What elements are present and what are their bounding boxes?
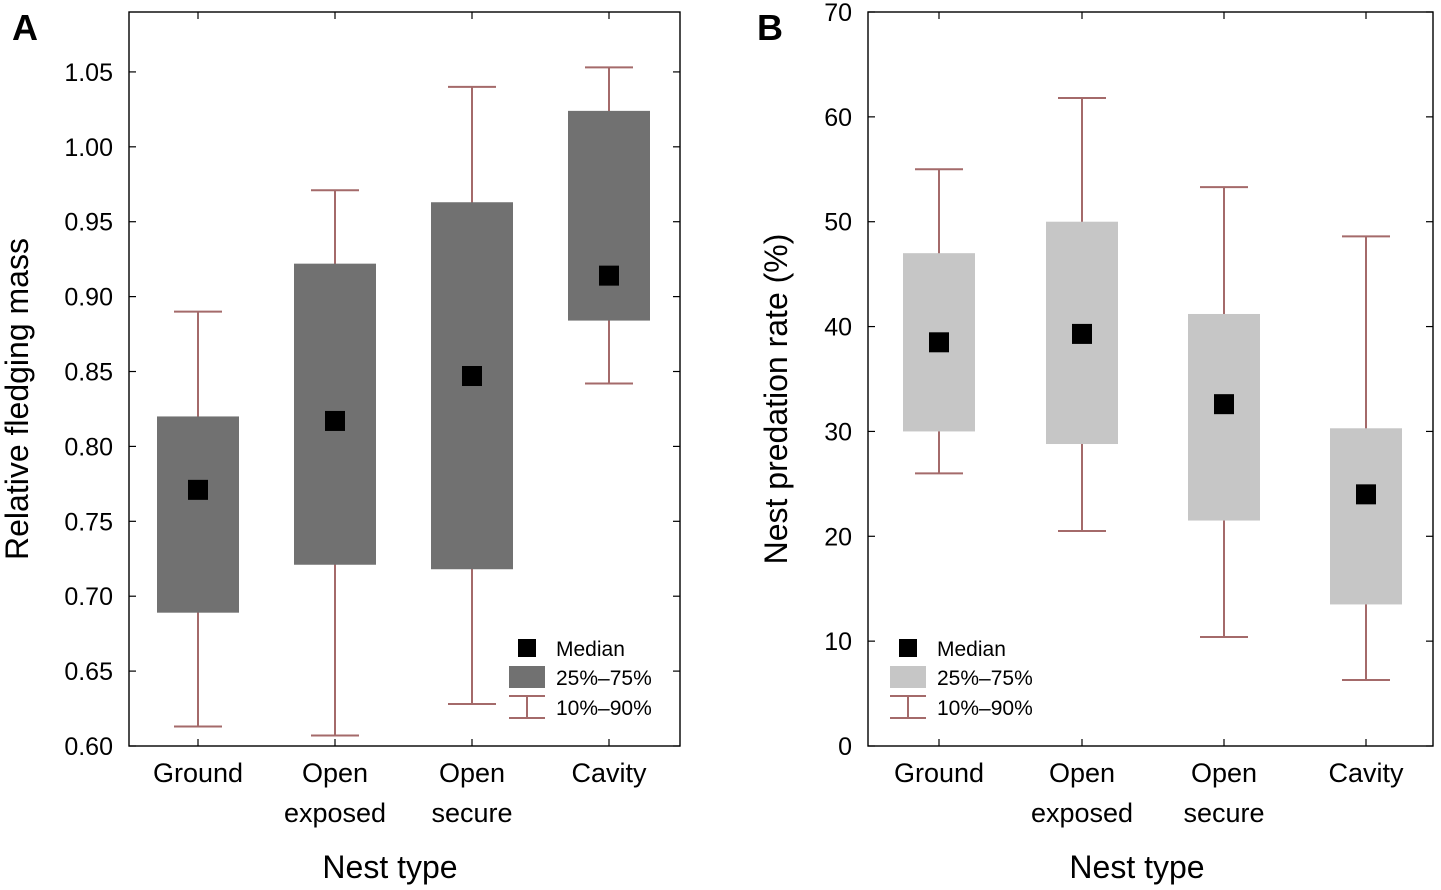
iqr-box: [1330, 428, 1402, 605]
y-tick-label: 0.65: [64, 658, 113, 686]
y-tick-label: 70: [824, 0, 852, 27]
legend-iqr-swatch: [890, 666, 926, 688]
y-tick-label: 0.80: [64, 433, 113, 461]
y-tick-label: 50: [824, 209, 852, 237]
y-axis-title: Relative fledging mass: [0, 238, 35, 560]
x-category-label: exposed: [1031, 798, 1133, 828]
legend-label: Median: [556, 638, 625, 661]
median-marker: [188, 479, 208, 500]
legend-label: 10%–90%: [556, 697, 652, 720]
x-category-label: Open: [1049, 758, 1115, 788]
panel-letter: B: [757, 7, 783, 48]
y-axis-title: Nest predation rate (%): [758, 234, 794, 565]
x-category-label: Cavity: [1328, 758, 1404, 788]
median-marker: [462, 366, 482, 387]
y-tick-label: 30: [824, 418, 852, 446]
median-marker: [599, 265, 619, 286]
plot-frame: [867, 11, 1434, 747]
y-tick-label: 20: [824, 523, 852, 551]
x-category-label: Ground: [153, 758, 243, 788]
y-tick-label: 1.00: [64, 134, 113, 162]
median-marker: [1072, 323, 1092, 344]
median-marker: [929, 332, 949, 353]
x-category-label: Open: [1191, 758, 1257, 788]
x-category-label: Open: [439, 758, 505, 788]
y-tick-label: 0.60: [64, 733, 113, 761]
median-marker: [325, 410, 345, 431]
x-category-label: secure: [431, 798, 512, 828]
x-axis-title: Nest type: [322, 849, 457, 885]
y-tick-label: 1.05: [64, 59, 113, 87]
y-tick-label: 0: [838, 733, 852, 761]
median-marker: [1356, 484, 1376, 505]
legend-label: Median: [937, 638, 1006, 661]
panel-letter: A: [12, 7, 38, 48]
x-category-label: secure: [1183, 798, 1264, 828]
panel-a-chart: 0.60 0.65 0.70 0.75 0.80 0.85 0.90 0.95 1.00 1.05…: [0, 7, 681, 885]
iqr-box: [568, 110, 650, 321]
legend-median-swatch: [518, 639, 536, 657]
x-category-label: exposed: [284, 798, 386, 828]
x-category-label: Cavity: [571, 758, 647, 788]
y-tick-label: 10: [824, 628, 852, 656]
legend-iqr-swatch: [509, 666, 545, 688]
legend-median-swatch: [899, 639, 917, 657]
panel-b-chart: 0 10 20 30 40 50 60 70 Ground Open exposed Open secu…: [757, 0, 1434, 885]
y-tick-label: 60: [824, 104, 852, 132]
median-marker: [1214, 394, 1234, 415]
plot-frame: [128, 11, 681, 747]
legend-label: 25%–75%: [556, 667, 652, 690]
x-category-label: Ground: [894, 758, 984, 788]
x-category-label: Open: [302, 758, 368, 788]
legend-label: 10%–90%: [937, 697, 1033, 720]
y-tick-label: 0.75: [64, 508, 113, 536]
y-tick-label: 0.90: [64, 284, 113, 312]
y-tick-label: 0.95: [64, 209, 113, 237]
iqr-box: [1188, 313, 1260, 521]
y-tick-label: 0.70: [64, 583, 113, 611]
iqr-box: [157, 416, 239, 613]
y-tick-label: 40: [824, 314, 852, 342]
y-tick-label: 0.85: [64, 359, 113, 387]
x-axis-title: Nest type: [1069, 849, 1204, 885]
legend-label: 25%–75%: [937, 667, 1033, 690]
